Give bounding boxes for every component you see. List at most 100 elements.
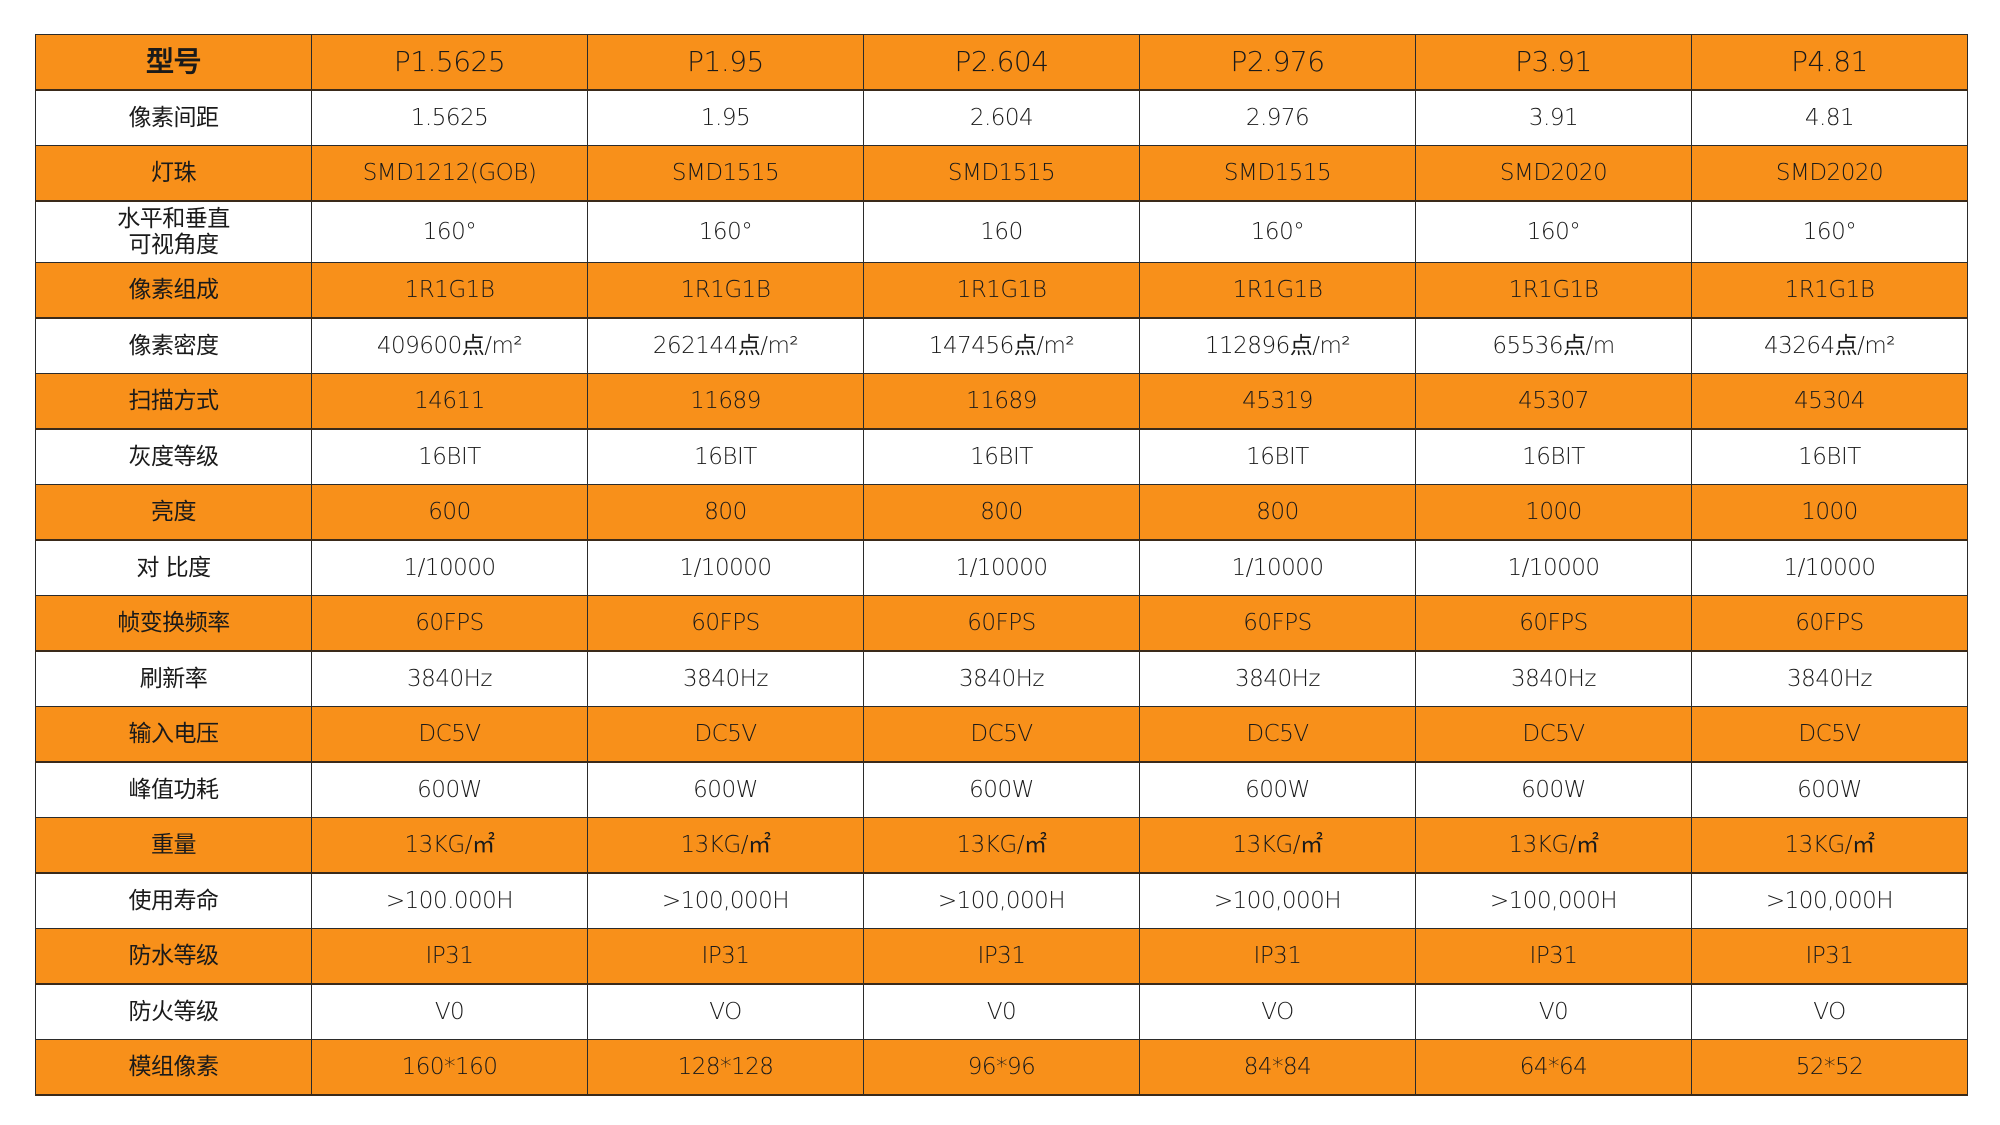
table-cell: 1/10000 (311, 539, 588, 596)
row-label: 模组像素 (35, 1039, 312, 1096)
table-cell: 1R1G1B (863, 262, 1140, 319)
table-row: 像素组成 1R1G1B 1R1G1B 1R1G1B 1R1G1B 1R1G1B 1R1G1B (35, 262, 1968, 319)
table-cell: DC5V (587, 706, 864, 763)
table-cell: 1R1G1B (311, 262, 588, 319)
table-cell: >100,000H (1139, 872, 1416, 929)
table-row: 重量 13KG/㎡ 13KG/㎡ 13KG/㎡ 13KG/㎡ 13KG/㎡ 13KG/㎡ (35, 817, 1968, 874)
table-cell: 1.95 (587, 89, 864, 146)
table-cell: 3840Hz (1139, 650, 1416, 707)
table-cell: V0 (863, 983, 1140, 1040)
table-cell: 600W (1139, 761, 1416, 818)
header-model: P2.604 (863, 34, 1140, 91)
table-cell: VO (1139, 983, 1416, 1040)
table-cell: 1/10000 (1415, 539, 1692, 596)
row-label: 峰值功耗 (35, 761, 312, 818)
header-model: P4.81 (1691, 34, 1968, 91)
table-cell: 262144点/m² (587, 317, 864, 374)
table-cell: >100,000H (1691, 872, 1968, 929)
spec-table-body: 型号 P1.5625 P1.95 P2.604 P2.976 P3.91 P4.… (35, 34, 1968, 1096)
table-cell: >100,000H (587, 872, 864, 929)
table-cell: 16BIT (1415, 428, 1692, 485)
table-row: 灰度等级 16BIT 16BIT 16BIT 16BIT 16BIT 16BIT (35, 428, 1968, 485)
table-row: 模组像素 160*160 128*128 96*96 84*84 64*64 52*52 (35, 1039, 1968, 1096)
row-label: 像素间距 (35, 89, 312, 146)
table-row: 输入电压 DC5V DC5V DC5V DC5V DC5V DC5V (35, 706, 1968, 763)
table-cell: V0 (311, 983, 588, 1040)
row-label: 亮度 (35, 484, 312, 541)
table-cell: 2.604 (863, 89, 1140, 146)
table-cell: 600W (863, 761, 1140, 818)
table-cell: >100.000H (311, 872, 588, 929)
table-cell: 11689 (863, 373, 1140, 430)
table-cell: 60FPS (1691, 595, 1968, 652)
table-cell: IP31 (1691, 928, 1968, 985)
table-cell: 1/10000 (1139, 539, 1416, 596)
row-label: 输入电压 (35, 706, 312, 763)
header-model: P2.976 (1139, 34, 1416, 91)
row-label: 像素密度 (35, 317, 312, 374)
table-cell: 600W (587, 761, 864, 818)
table-row: 亮度 600 800 800 800 1000 1000 (35, 484, 1968, 541)
table-cell: 3840Hz (587, 650, 864, 707)
table-cell: 13KG/㎡ (1691, 817, 1968, 874)
table-cell: 3840Hz (1415, 650, 1692, 707)
table-cell: 128*128 (587, 1039, 864, 1096)
table-cell: SMD2020 (1691, 145, 1968, 202)
table-cell: 600 (311, 484, 588, 541)
table-cell: SMD2020 (1415, 145, 1692, 202)
table-cell: VO (587, 983, 864, 1040)
table-cell: 160° (1415, 200, 1692, 263)
row-label: 扫描方式 (35, 373, 312, 430)
table-cell: 16BIT (587, 428, 864, 485)
table-cell: 1R1G1B (1691, 262, 1968, 319)
table-cell: 160° (1691, 200, 1968, 263)
table-row: 刷新率 3840Hz 3840Hz 3840Hz 3840Hz 3840Hz 3840Hz (35, 650, 1968, 707)
table-cell: 45319 (1139, 373, 1416, 430)
table-cell: 1000 (1691, 484, 1968, 541)
table-cell: SMD1515 (863, 145, 1140, 202)
row-label: 对 比度 (35, 539, 312, 596)
table-row: 像素密度 409600点/m² 262144点/m² 147456点/m² 112896… (35, 317, 1968, 374)
table-cell: 96*96 (863, 1039, 1140, 1096)
table-cell: 43264点/m² (1691, 317, 1968, 374)
table-cell: 160° (311, 200, 588, 263)
table-cell: 16BIT (1691, 428, 1968, 485)
table-cell: 1/10000 (863, 539, 1140, 596)
table-row: 帧变换频率 60FPS 60FPS 60FPS 60FPS 60FPS 60FPS (35, 595, 1968, 652)
table-cell: 60FPS (863, 595, 1140, 652)
table-row: 扫描方式 14611 11689 11689 45319 45307 45304 (35, 373, 1968, 430)
table-cell: 13KG/㎡ (311, 817, 588, 874)
table-cell: 60FPS (311, 595, 588, 652)
row-label: 重量 (35, 817, 312, 874)
table-cell: DC5V (1139, 706, 1416, 763)
table-cell: 2.976 (1139, 89, 1416, 146)
table-cell: 11689 (587, 373, 864, 430)
table-cell: V0 (1415, 983, 1692, 1040)
table-cell: 160° (1139, 200, 1416, 263)
table-row: 像素间距 1.5625 1.95 2.604 2.976 3.91 4.81 (35, 89, 1968, 146)
table-row: 灯珠 SMD1212(GOB) SMD1515 SMD1515 SMD1515 SMD20… (35, 145, 1968, 202)
table-cell: 3840Hz (863, 650, 1140, 707)
table-cell: DC5V (1415, 706, 1692, 763)
table-cell: 112896点/m² (1139, 317, 1416, 374)
table-cell: SMD1515 (1139, 145, 1416, 202)
table-cell: 147456点/m² (863, 317, 1140, 374)
table-cell: 60FPS (587, 595, 864, 652)
row-label: 像素组成 (35, 262, 312, 319)
table-cell: 800 (863, 484, 1140, 541)
table-cell: 45304 (1691, 373, 1968, 430)
table-cell: 16BIT (1139, 428, 1416, 485)
row-label: 帧变换频率 (35, 595, 312, 652)
table-cell: 1/10000 (587, 539, 864, 596)
header-model: P3.91 (1415, 34, 1692, 91)
table-row: 防水等级 IP31 IP31 IP31 IP31 IP31 IP31 (35, 928, 1968, 985)
table-cell: 13KG/㎡ (587, 817, 864, 874)
table-cell: DC5V (863, 706, 1140, 763)
table-cell: 14611 (311, 373, 588, 430)
table-cell: 64*64 (1415, 1039, 1692, 1096)
table-cell: 60FPS (1139, 595, 1416, 652)
table-cell: 1000 (1415, 484, 1692, 541)
table-cell: 160 (863, 200, 1140, 263)
table-cell: 13KG/㎡ (863, 817, 1140, 874)
table-header-row: 型号 P1.5625 P1.95 P2.604 P2.976 P3.91 P4.… (35, 34, 1968, 91)
